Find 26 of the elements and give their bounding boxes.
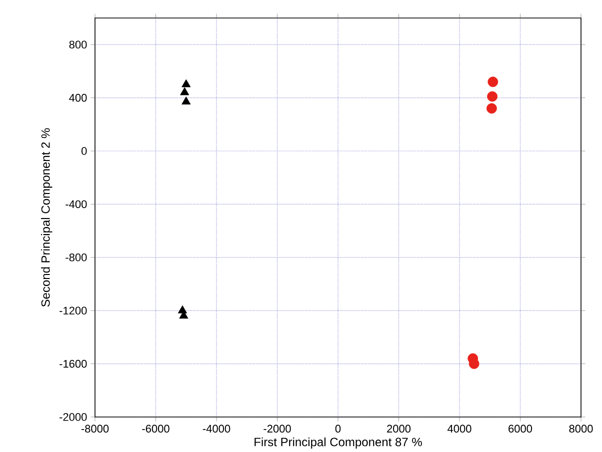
point <box>182 79 191 88</box>
point <box>488 76 498 88</box>
y-tick-label: -800 <box>66 254 87 262</box>
x-tick-label: -8000 <box>81 424 109 433</box>
y-tick-label: -1600 <box>60 360 87 368</box>
y-tick-label: 0 <box>82 147 87 155</box>
x-tick-label: -4000 <box>202 424 230 433</box>
x-tick-label: 8000 <box>569 424 593 433</box>
point <box>468 358 480 370</box>
y-axis-title: Second Principal Component 2 % <box>41 128 52 307</box>
x-tick-label: -2000 <box>264 424 291 433</box>
y-tick-label: -2000 <box>60 413 87 421</box>
x-tick-label: 0 <box>335 424 341 433</box>
x-tick-label: -6000 <box>142 424 170 433</box>
point <box>487 91 498 102</box>
y-tick-label: -400 <box>66 200 87 208</box>
y-tick-label: 400 <box>69 94 87 102</box>
x-tick-label: 4000 <box>448 424 472 433</box>
point <box>486 103 497 114</box>
x-tick-label: 6000 <box>508 424 532 433</box>
x-tick-label: 2000 <box>387 424 411 433</box>
x-axis-title: First Principal Component 87 % <box>254 437 422 449</box>
point <box>182 96 191 104</box>
y-tick-label: 800 <box>69 40 87 49</box>
y-tick-label: -1200 <box>60 306 87 315</box>
point <box>180 87 190 96</box>
